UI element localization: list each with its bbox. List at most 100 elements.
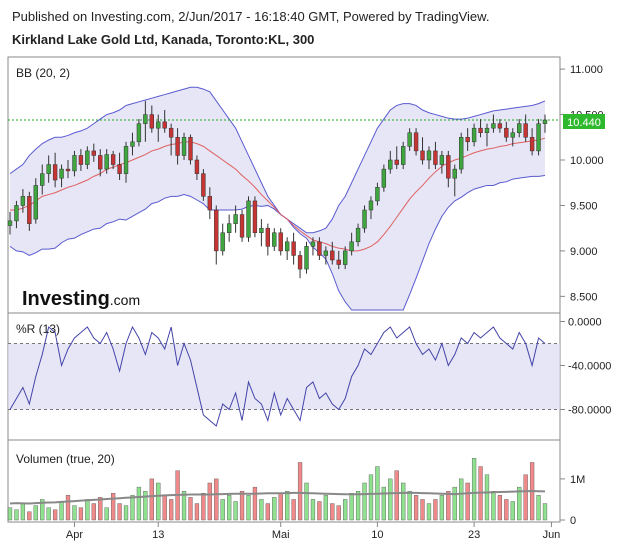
volume-bar (149, 478, 154, 521)
candle (117, 152, 122, 180)
williams-indicator-label: %R (13) (16, 322, 60, 336)
candle (465, 128, 470, 151)
volume-bar (336, 505, 341, 521)
candle (7, 211, 13, 235)
candle (323, 246, 329, 265)
candle (452, 164, 457, 197)
volume-bar (239, 491, 245, 521)
volume-bar (355, 491, 361, 521)
candle-body (542, 119, 548, 124)
candle-body (433, 150, 438, 165)
candle-body (98, 155, 103, 170)
candle (362, 205, 367, 233)
candle-body (452, 168, 457, 179)
candle (259, 219, 264, 247)
volume-bar (72, 505, 77, 521)
investing-logo: Investing.com (22, 288, 140, 310)
candle (149, 105, 154, 133)
volume-bar (233, 501, 238, 521)
volume-bar (27, 511, 32, 521)
candle (517, 119, 522, 138)
chart-title: Kirkland Lake Gold Ltd, Kanada, Toronto:… (12, 32, 315, 47)
volume-bar (246, 495, 251, 521)
volume-bar (194, 503, 200, 521)
candle-body (162, 121, 167, 129)
volume-tick-label: 1M (570, 474, 585, 486)
candle (433, 141, 438, 170)
candle (162, 110, 167, 133)
volume-bar (407, 491, 412, 521)
candle (265, 223, 271, 256)
candle-body (426, 150, 432, 161)
candle (136, 119, 142, 147)
volume-bar (20, 503, 26, 521)
volume-bar (439, 495, 445, 521)
volume-bar (259, 499, 264, 521)
volume-bar (542, 503, 548, 521)
candle (175, 128, 180, 165)
candle (188, 134, 193, 165)
volume-bar (40, 499, 45, 521)
volume-bar (214, 478, 219, 521)
price-tick-label: 11.000 (570, 64, 603, 76)
volume-bar (452, 486, 457, 521)
candle-body (214, 209, 219, 252)
published-line: Published on Investing.com, 2/Jun/2017 -… (12, 9, 490, 24)
candle (523, 114, 528, 142)
candle-body (413, 132, 419, 152)
candle (220, 223, 225, 256)
candle (284, 237, 290, 260)
candle (46, 155, 51, 183)
volume-bar (388, 478, 393, 521)
bb-upper-line (9, 86, 546, 234)
price-tick-label: 9.500 (570, 200, 598, 212)
candle (426, 146, 432, 170)
candle (439, 150, 445, 174)
volume-bar (484, 474, 490, 521)
candle-body (259, 227, 264, 233)
candle-body (85, 150, 90, 165)
candle-body (355, 227, 361, 243)
candle (201, 169, 206, 201)
candle-body (439, 155, 445, 165)
volume-bar (117, 503, 122, 521)
candle-body (342, 250, 348, 265)
volume-bar (420, 499, 425, 521)
candle-body (175, 137, 180, 156)
candle (40, 164, 45, 195)
candle-body (471, 127, 477, 143)
candle-body (446, 155, 451, 179)
candle-body (188, 137, 193, 161)
volume-bar (227, 495, 232, 521)
candle-body (504, 127, 509, 138)
candle-body (20, 196, 26, 206)
volume-bar (272, 497, 277, 521)
candle-body (201, 173, 206, 197)
date-tick-label: Apr (66, 529, 83, 541)
candle (226, 214, 232, 242)
candle (536, 119, 541, 156)
candle (72, 150, 77, 177)
volume-bar (85, 499, 90, 521)
candle-body (491, 123, 496, 129)
candle (355, 223, 361, 247)
candle-body (317, 241, 322, 256)
candle-body (52, 164, 58, 181)
candle (14, 200, 19, 229)
price-tick-label: 9.000 (570, 246, 598, 258)
candle (194, 155, 200, 180)
candle (381, 164, 387, 192)
date-tick-label: 10 (371, 529, 383, 541)
volume-bar (317, 501, 322, 521)
logo-suffix: .com (110, 292, 140, 308)
candle-body (323, 250, 329, 256)
candle-body (330, 250, 335, 261)
volume-bar (130, 495, 135, 521)
candle-body (7, 220, 13, 226)
price-tick-label: 8.500 (570, 291, 598, 303)
candle (291, 232, 296, 265)
candle-body (265, 227, 271, 247)
candle (272, 228, 277, 251)
